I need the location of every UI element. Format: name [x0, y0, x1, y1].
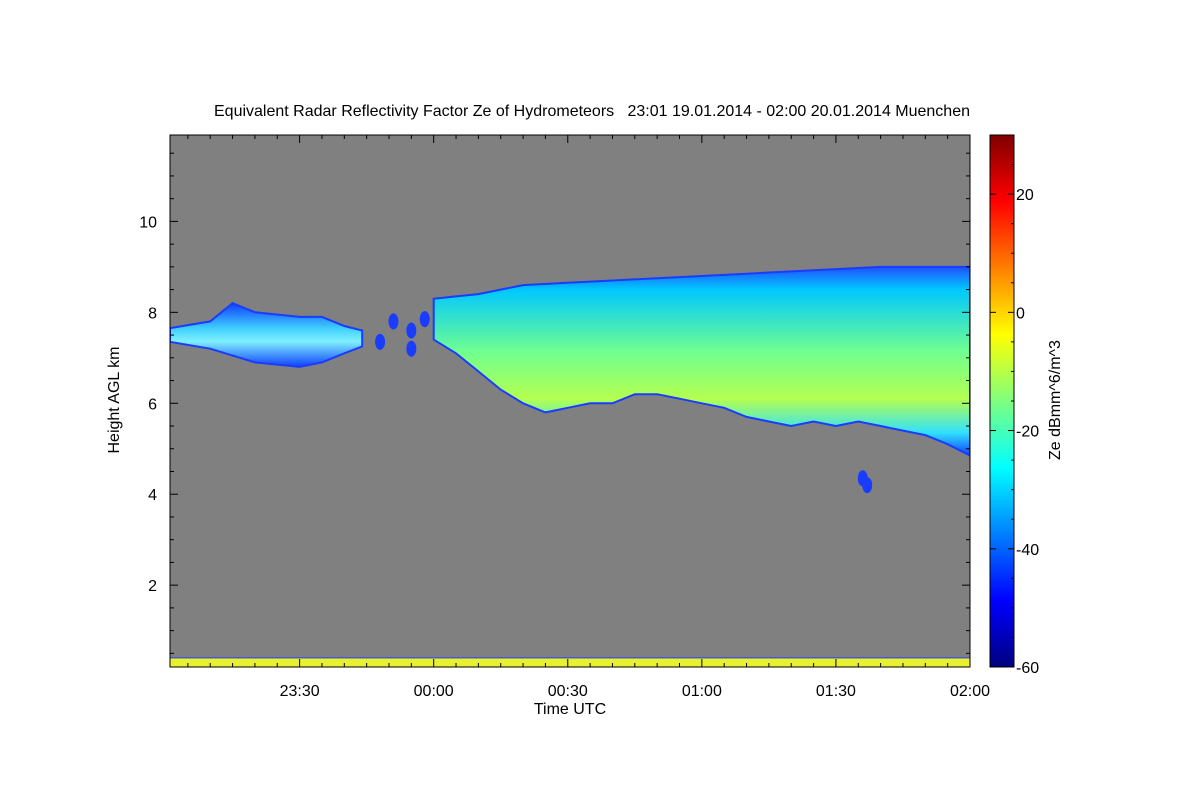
y-axis: 2 4 6 8 10: [139, 152, 970, 654]
descending-layer-echo: [432, 265, 970, 457]
y-tick-label: 6: [148, 396, 157, 413]
fragments-echo: [406, 340, 417, 357]
y-axis-label: Height AGL km: [106, 346, 123, 453]
x-tick-label: 01:00: [682, 683, 722, 700]
colorbar-label: Ze dBmm^6/m^3: [1047, 340, 1064, 460]
ground-clutter-echo: [170, 657, 970, 667]
y-tick-label: 2: [148, 578, 157, 595]
x-tick-label: 23:30: [280, 683, 320, 700]
y-tick-label: 4: [148, 487, 157, 504]
x-tick-label: 02:00: [950, 683, 990, 700]
isolated-echo-echo: [857, 470, 868, 487]
fragments-echo: [388, 313, 399, 330]
x-axis: 23:30 00:00 00:30 01:00 01:30 02:00: [187, 135, 990, 700]
colorbar-tick-label: 20: [1016, 187, 1034, 204]
main-cloud-echo: [170, 302, 364, 368]
colorbar-ticks: -60 -40 -20 0 20: [990, 164, 1039, 677]
plot-frame: [169, 134, 971, 668]
y-tick-label: 10: [139, 214, 157, 231]
chart-title: Equivalent Radar Reflectivity Factor Ze …: [214, 103, 970, 120]
x-axis-label: Time UTC: [534, 701, 606, 718]
y-tick-label: 8: [148, 305, 157, 322]
x-tick-label: 00:00: [414, 683, 454, 700]
fragments-echo: [406, 322, 417, 339]
fragments-echo: [419, 311, 430, 328]
colorbar: [989, 134, 1015, 668]
colorbar-tick-label: -40: [1016, 542, 1039, 559]
colorbar-tick-label: -60: [1016, 660, 1039, 677]
colorbar-tick-label: -20: [1016, 424, 1039, 441]
colorbar-tick-label: 0: [1016, 305, 1025, 322]
x-tick-label: 01:30: [816, 683, 856, 700]
x-tick-label: 00:30: [548, 683, 588, 700]
echo-layers: [170, 265, 970, 667]
fragments-echo: [375, 333, 386, 350]
